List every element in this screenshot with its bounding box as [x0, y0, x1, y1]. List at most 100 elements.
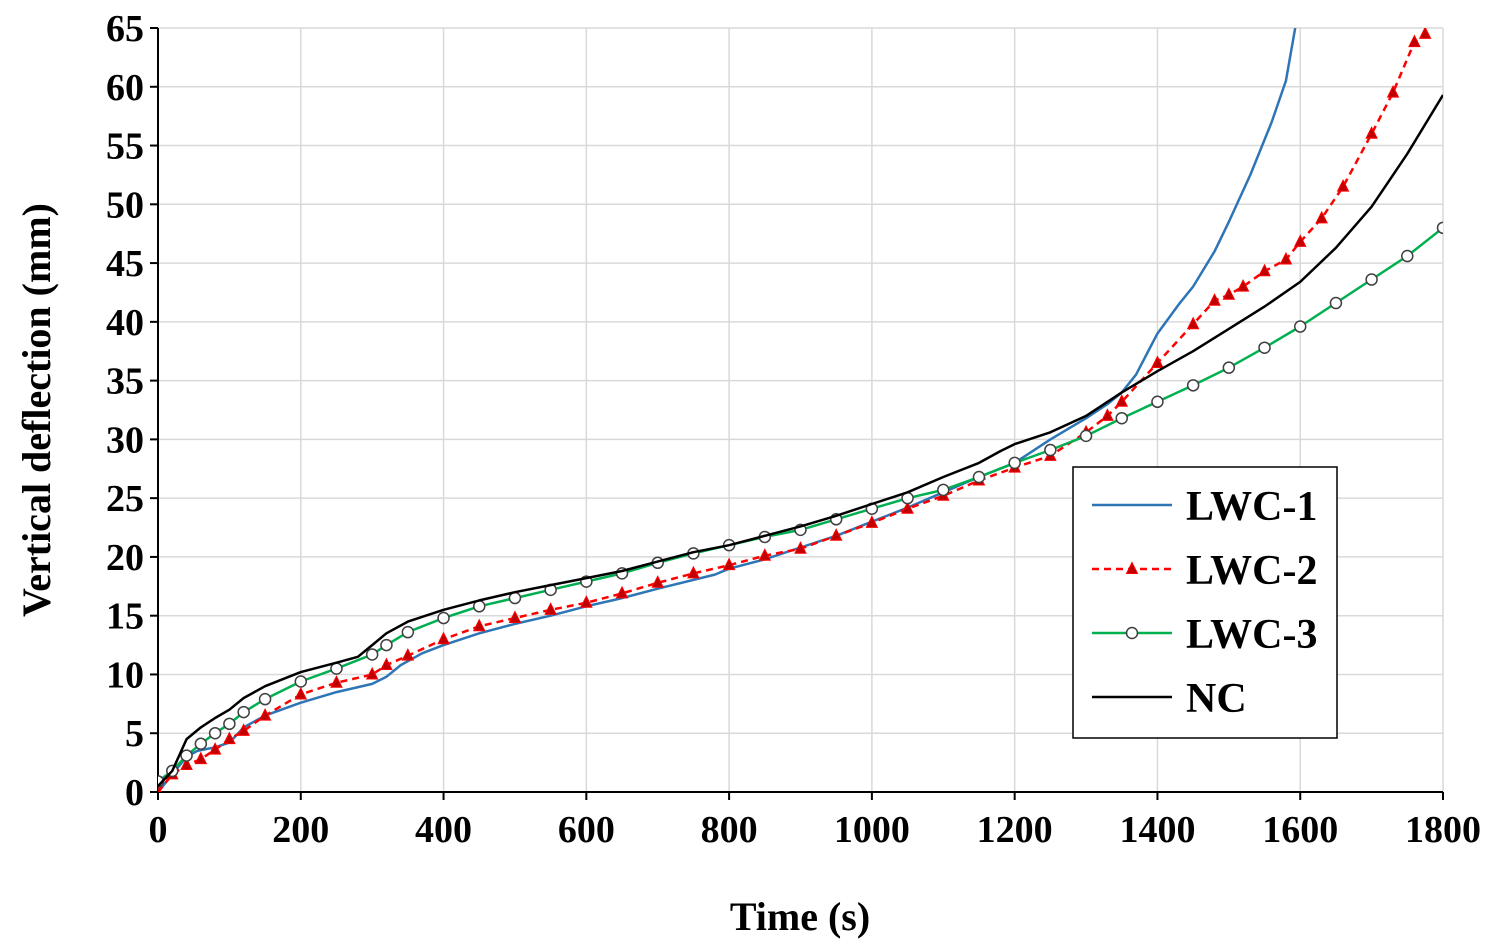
- data-point-lwc-2: [1151, 355, 1164, 368]
- x-tick-label: 1800: [1405, 809, 1481, 851]
- series-line-lwc-2: [158, 32, 1426, 792]
- data-point-lwc-3: [1079, 429, 1093, 443]
- data-point-lwc-3: [380, 638, 393, 652]
- legend-label-lwc-3: LWC-3: [1186, 612, 1317, 658]
- tick-labels: 0 5 10 15 20 25 30 35 40 45 50 55 60 65 0 200 400 600 800 1…: [106, 8, 1481, 851]
- data-point-lwc-2: [1408, 34, 1421, 48]
- y-tick-label: 25: [106, 478, 144, 520]
- data-point-lwc-2: [1386, 85, 1400, 98]
- data-point-lwc-2: [1236, 278, 1250, 292]
- data-point-lwc-3: [1151, 395, 1164, 409]
- data-point-lwc-2: [180, 757, 193, 770]
- x-axis-title: Time (s): [730, 894, 870, 939]
- y-tick-label: 20: [106, 537, 144, 579]
- x-tick-label: 1400: [1119, 809, 1195, 851]
- legend-marker-lwc-3: [1125, 626, 1139, 640]
- y-tick-label: 55: [106, 126, 144, 168]
- data-point-lwc-2: [194, 751, 208, 765]
- data-point-lwc-2: [294, 686, 308, 700]
- legend-label-lwc-1: LWC-1: [1186, 484, 1317, 530]
- data-point-lwc-2: [758, 548, 772, 561]
- data-point-lwc-2: [865, 515, 879, 528]
- data-point-lwc-2: [472, 618, 486, 632]
- x-tick-label: 600: [558, 809, 615, 851]
- data-point-lwc-3: [972, 470, 986, 484]
- data-point-lwc-3: [237, 705, 250, 719]
- y-tick-label: 45: [106, 243, 144, 285]
- series-line-nc: [158, 94, 1443, 787]
- legend-item-lwc-1: LWC-1: [1092, 484, 1317, 530]
- data-point-lwc-3: [1222, 361, 1236, 374]
- legend-box: [1072, 466, 1338, 739]
- data-point-lwc-3: [1044, 443, 1057, 457]
- y-tick-label: 40: [106, 302, 144, 344]
- data-point-lwc-3: [223, 717, 236, 731]
- data-point-lwc-3: [1008, 456, 1021, 470]
- data-point-lwc-3: [208, 726, 222, 740]
- data-point-lwc-3: [1258, 341, 1271, 354]
- data-point-lwc-2: [901, 501, 914, 514]
- data-point-lwc-2: [651, 575, 665, 588]
- data-point-lwc-2: [1365, 126, 1378, 139]
- y-axis-title: Vertical deflection (mm): [14, 203, 59, 617]
- legend-item-lwc-3: LWC-3: [1092, 612, 1317, 658]
- legend-label-nc: NC: [1186, 676, 1247, 722]
- x-tick-label: 1000: [834, 809, 910, 851]
- data-point-lwc-2: [1279, 251, 1293, 265]
- data-point-lwc-3: [294, 675, 308, 688]
- data-point-lwc-3: [937, 483, 950, 497]
- data-point-lwc-3: [1436, 221, 1443, 235]
- data-point-lwc-2: [794, 541, 807, 554]
- data-point-lwc-3: [1186, 379, 1200, 392]
- data-point-lwc-2: [1186, 316, 1200, 330]
- data-point-lwc-2: [437, 631, 450, 645]
- y-tick-label: 60: [106, 67, 144, 109]
- data-point-lwc-3: [194, 737, 208, 751]
- y-tick-label: 5: [125, 713, 144, 755]
- data-point-lwc-2: [223, 731, 236, 745]
- y-tick-label: 0: [125, 772, 144, 814]
- data-point-lwc-2: [1115, 394, 1129, 407]
- data-point-lwc-2: [1336, 179, 1350, 192]
- y-tick-label: 50: [106, 184, 144, 226]
- data-point-lwc-3: [1329, 296, 1343, 310]
- data-point-lwc-2: [615, 585, 629, 599]
- data-point-lwc-2: [1222, 287, 1236, 300]
- data-point-lwc-2: [687, 565, 700, 579]
- data-point-lwc-3: [1115, 411, 1128, 425]
- y-tick-label: 65: [106, 8, 144, 50]
- legend: LWC-1 LWC-2 LWC-3 NC: [1072, 466, 1338, 739]
- y-tick-label: 30: [106, 419, 144, 461]
- data-point-lwc-2: [365, 666, 379, 680]
- data-point-lwc-3: [1293, 320, 1307, 333]
- y-tick-label: 10: [106, 654, 144, 696]
- data-point-lwc-2: [1258, 263, 1271, 277]
- grid: [158, 27, 1444, 792]
- data-point-lwc-2: [237, 723, 250, 736]
- data-point-lwc-2: [580, 595, 593, 608]
- data-point-lwc-3: [437, 611, 450, 625]
- x-tick-label: 1600: [1262, 809, 1338, 851]
- x-tick-label: 1200: [977, 809, 1053, 851]
- series-layer: [158, 28, 1443, 792]
- data-point-lwc-2: [330, 675, 343, 688]
- x-tick-label: 800: [701, 809, 758, 851]
- data-point-lwc-2: [722, 557, 736, 571]
- data-point-lwc-2: [380, 657, 393, 671]
- x-tick-label: 200: [272, 809, 329, 851]
- data-point-lwc-2: [544, 602, 557, 615]
- data-point-lwc-2: [1101, 408, 1114, 421]
- data-point-lwc-3: [401, 625, 415, 639]
- data-point-lwc-2: [1315, 210, 1328, 224]
- data-point-lwc-2: [258, 707, 272, 721]
- data-point-lwc-2: [508, 610, 522, 624]
- x-tick-label: 0: [149, 809, 168, 851]
- axes: [150, 27, 1444, 800]
- data-point-lwc-2: [1418, 28, 1432, 39]
- data-point-lwc-3: [1365, 273, 1378, 286]
- legend-item-lwc-2: LWC-2: [1092, 548, 1317, 594]
- legend-label-lwc-2: LWC-2: [1186, 548, 1317, 594]
- data-point-lwc-3: [180, 749, 193, 762]
- y-tick-label: 35: [106, 361, 144, 403]
